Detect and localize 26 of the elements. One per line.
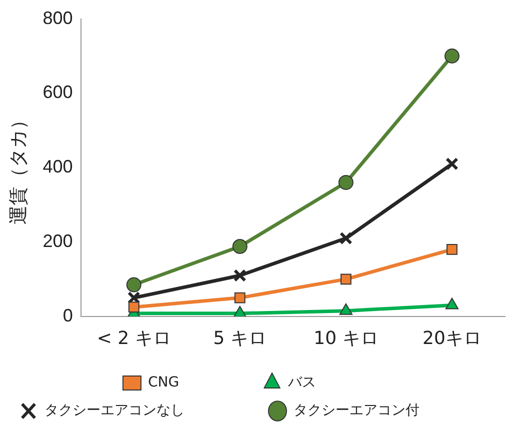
y-axis-title: 運賃（タカ） [7, 110, 30, 225]
point [446, 157, 458, 170]
point [233, 269, 246, 282]
point [127, 291, 140, 304]
y-tick-label: 200 [42, 230, 73, 251]
point [126, 277, 142, 292]
y-tick-label: 0 [62, 305, 73, 326]
legend-label: CNG [148, 374, 250, 391]
legend-label: タクシーエアコンなし [44, 402, 254, 419]
point [232, 238, 248, 254]
point [128, 302, 140, 313]
legend-label: バス [287, 374, 386, 391]
point [446, 244, 458, 255]
point [444, 48, 460, 64]
x-tick-label: 5 キロ [213, 328, 266, 349]
x-tick-label: 20キロ [422, 328, 482, 349]
y-tick-label: 600 [42, 82, 73, 102]
point [340, 274, 352, 285]
x-tick-label: < 2 キロ [96, 328, 171, 349]
legend-label: タクシーエアコン付 [294, 402, 490, 419]
y-tick-label: 800 [42, 8, 73, 28]
point [234, 292, 246, 304]
x-tick-label: 10 キロ [314, 328, 378, 349]
point [338, 174, 354, 190]
y-tick-label: 400 [42, 156, 73, 177]
point [339, 232, 352, 245]
